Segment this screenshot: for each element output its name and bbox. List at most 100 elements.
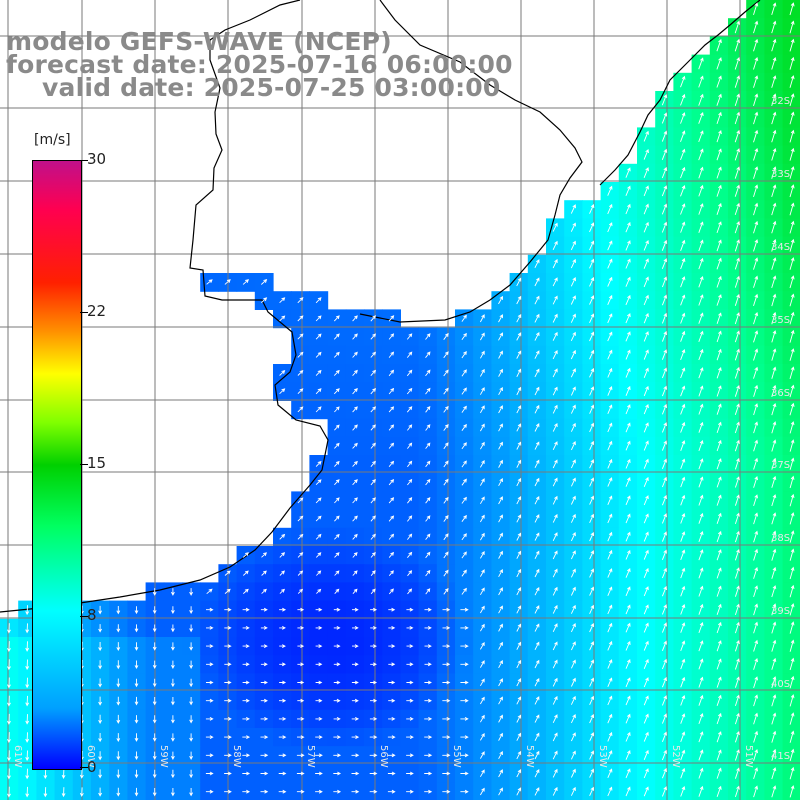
wind-vector: [643, 349, 649, 360]
wind-vector: [753, 548, 759, 561]
wind-vector: [771, 694, 777, 707]
wind-vector: [498, 732, 503, 741]
wind-vector: [297, 351, 304, 358]
wind-vector: [134, 624, 139, 633]
wind-vector: [242, 279, 250, 285]
wind-vector: [753, 275, 759, 288]
wind-vector: [570, 513, 576, 523]
wind-vector: [171, 769, 175, 779]
wind-vector: [279, 297, 286, 304]
wind-vector: [480, 368, 485, 377]
wind-vector: [589, 641, 595, 651]
wind-vector: [406, 662, 414, 667]
wind-vector: [734, 93, 741, 107]
wind-vector: [753, 184, 759, 198]
wind-vector: [460, 680, 469, 685]
wind-vector: [753, 111, 759, 125]
wind-vector: [370, 644, 377, 648]
wind-vector: [589, 331, 595, 342]
wind-vector: [625, 495, 631, 506]
wind-vector: [661, 585, 667, 597]
wind-vector: [734, 567, 740, 579]
wind-vector: [771, 457, 777, 470]
wind-vector: [753, 676, 759, 689]
wind-vector: [661, 676, 667, 688]
wind-vector: [643, 731, 649, 742]
wind-vector: [552, 586, 558, 596]
wind-vector: [753, 476, 759, 488]
wind-vector: [279, 533, 286, 540]
wind-vector: [242, 717, 250, 721]
wind-vector: [516, 350, 522, 359]
wind-vector: [242, 698, 250, 703]
wind-vector: [443, 551, 449, 559]
wind-vector: [516, 386, 522, 396]
wind-vector: [552, 222, 558, 232]
wind-vector: [789, 2, 795, 16]
wind-vector: [205, 771, 214, 776]
wind-vector: [370, 315, 377, 322]
wind-vector: [189, 606, 193, 615]
wind-vector: [771, 38, 777, 52]
wind-vector: [771, 348, 777, 361]
wind-vector: [716, 239, 722, 252]
title-model: modelo GEFS-WAVE (NCEP): [6, 27, 392, 56]
wind-vector: [352, 333, 358, 340]
wind-vector: [753, 403, 759, 416]
wind-vector: [442, 644, 451, 648]
wind-vector: [789, 293, 795, 307]
wind-vector: [134, 733, 139, 742]
wind-vector: [352, 588, 358, 595]
wind-vector: [279, 680, 287, 685]
wind-vector: [333, 717, 341, 721]
wind-vector: [625, 258, 631, 269]
wind-vector: [388, 333, 395, 340]
wind-vector: [643, 531, 649, 542]
wind-vector: [643, 167, 649, 178]
wind-vector: [771, 239, 777, 252]
wind-vector: [352, 662, 359, 667]
wind-vector: [570, 568, 576, 578]
wind-vector: [116, 733, 121, 743]
wind-vector: [716, 294, 722, 306]
wind-vector: [552, 350, 558, 360]
wind-vector: [789, 694, 795, 707]
wind-vector: [516, 678, 522, 687]
wind-vector: [388, 460, 395, 467]
wind-vector: [351, 735, 360, 739]
wind-vector: [570, 586, 576, 596]
latitude-label: 36S: [771, 388, 790, 399]
wind-vector: [661, 494, 667, 506]
wind-vector: [789, 129, 795, 143]
wind-vector: [698, 458, 704, 470]
wind-vector: [643, 567, 649, 578]
wind-vector: [387, 789, 396, 794]
colorbar-tick-mark: [80, 616, 88, 617]
wind-vector: [680, 385, 686, 397]
wind-vector: [607, 331, 613, 342]
wind-vector: [625, 331, 631, 342]
wind-vector: [480, 441, 485, 450]
wind-vector: [716, 749, 722, 761]
wind-vector: [753, 585, 759, 598]
wind-vector: [607, 731, 613, 742]
wind-vector: [625, 695, 631, 706]
wind-vector: [534, 586, 540, 596]
wind-vector: [589, 550, 595, 560]
wind-vector: [370, 406, 377, 413]
wind-vector: [406, 698, 414, 703]
wind-vector: [716, 111, 722, 125]
wind-vector: [370, 698, 378, 703]
wind-vector: [734, 57, 741, 70]
wind-vector: [753, 348, 759, 361]
wind-vector: [297, 717, 305, 721]
wind-vector: [333, 698, 341, 703]
wind-vector: [315, 297, 322, 304]
wind-vector: [315, 607, 323, 612]
wind-vector: [388, 607, 396, 612]
latitude-label: 32S: [771, 96, 790, 107]
wind-vector: [224, 279, 231, 285]
wind-vector: [680, 403, 686, 415]
wind-vector: [498, 568, 503, 578]
wind-vector: [206, 662, 214, 667]
